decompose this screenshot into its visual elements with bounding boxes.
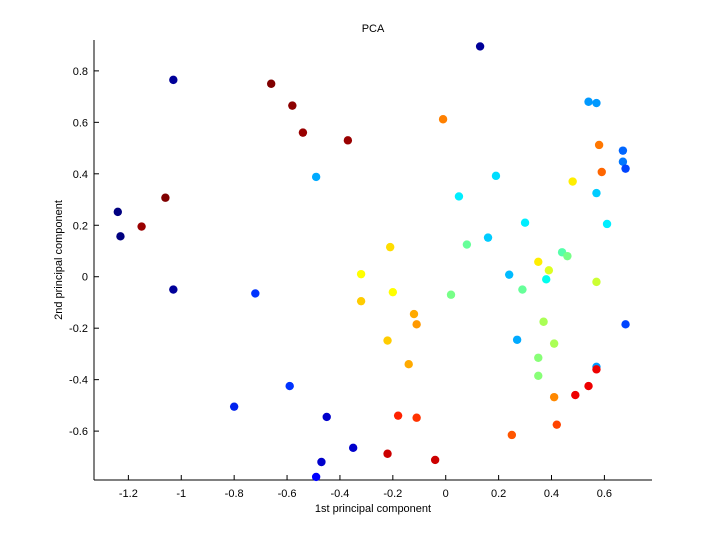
scatter-point <box>356 296 366 306</box>
scatter-point <box>475 42 485 51</box>
scatter-point <box>552 420 561 429</box>
y-tick-label: 0.2 <box>73 220 88 232</box>
scatter-point <box>298 128 308 137</box>
scatter-point <box>404 360 413 369</box>
scatter-point <box>113 207 123 217</box>
scatter-point <box>592 365 601 374</box>
scatter-point <box>383 336 392 345</box>
scatter-point <box>317 457 326 467</box>
y-tick-label: 0.6 <box>73 117 88 129</box>
scatter-point <box>430 455 440 465</box>
x-tick-label: -0.2 <box>383 488 402 500</box>
x-tick-label: 0.6 <box>597 488 612 500</box>
scatter-point <box>343 136 353 145</box>
chart-title: PCA <box>362 23 385 35</box>
scatter-point <box>534 257 543 267</box>
scatter-point <box>116 232 125 241</box>
y-tick-label: -0.2 <box>69 323 88 335</box>
scatter-point <box>483 233 493 242</box>
scatter-point <box>438 115 448 124</box>
scatter-point <box>549 392 559 402</box>
scatter-point <box>618 157 628 166</box>
scatter-point <box>618 146 628 155</box>
scatter-point <box>520 218 530 227</box>
scatter-point <box>549 339 559 348</box>
scatter-point <box>412 320 421 329</box>
x-tick-label: 0.4 <box>544 488 559 500</box>
scatter-point <box>169 285 178 294</box>
scatter-point <box>322 412 331 422</box>
scatter-point <box>285 381 294 391</box>
x-tick-label: -0.4 <box>330 488 349 500</box>
scatter-point <box>266 79 276 88</box>
x-tick-label: -1.2 <box>119 488 138 500</box>
y-tick-label: 0.8 <box>73 66 88 78</box>
scatter-point <box>512 335 522 344</box>
scatter-point <box>288 101 297 110</box>
scatter-point <box>539 317 548 326</box>
scatter-point <box>534 353 543 362</box>
scatter-point <box>592 277 601 287</box>
scatter-point <box>592 188 601 198</box>
scatter-point <box>602 219 612 229</box>
scatter-point <box>169 75 178 85</box>
y-tick-label: -0.6 <box>69 426 88 438</box>
scatter-point <box>621 164 630 173</box>
x-tick-label: 0.2 <box>491 488 506 500</box>
scatter-point <box>412 413 421 422</box>
scatter-point <box>393 411 403 420</box>
y-axis: -0.6 -0.4 -0.2 0 0.2 0.4 0.6 0.8 <box>69 40 99 480</box>
scatter-point <box>571 390 580 400</box>
scatter-point <box>229 402 239 411</box>
scatter-point <box>137 222 146 231</box>
x-axis: -1.2 -1 -0.8 -0.6 -0.4 -0.2 0 0.2 0.4 0.6 <box>94 475 652 500</box>
scatter-point <box>534 371 543 380</box>
scatter-point <box>584 381 593 391</box>
scatter-point <box>594 140 604 150</box>
plot-area <box>94 40 652 480</box>
scatter-point <box>563 251 572 261</box>
scatter-point <box>568 177 577 186</box>
scatter-point <box>311 472 321 482</box>
scatter-point <box>446 290 456 299</box>
scatter-point <box>311 172 321 182</box>
scatter-point <box>409 309 419 319</box>
scatter-point <box>385 242 395 252</box>
scatter-point <box>462 240 472 249</box>
scatter-point <box>504 270 514 279</box>
x-axis-label: 1st principal component <box>315 503 431 515</box>
scatter-point <box>584 97 593 106</box>
scatter-point <box>621 320 630 329</box>
scatter-point <box>544 266 554 275</box>
scatter-point <box>542 275 551 284</box>
x-tick-label: -0.8 <box>225 488 244 500</box>
y-axis-label: 2nd principal component <box>53 200 65 320</box>
x-tick-label: 0 <box>443 488 449 500</box>
scatter-point <box>592 98 601 108</box>
x-tick-label: -0.6 <box>278 488 297 500</box>
scatter-point <box>161 193 170 202</box>
scatter-point <box>597 167 606 177</box>
scatter-points <box>113 42 630 482</box>
scatter-point <box>348 443 358 453</box>
scatter-point <box>383 449 392 458</box>
scatter-point <box>251 289 260 298</box>
y-tick-label: 0 <box>82 272 88 284</box>
scatter-point <box>356 269 366 279</box>
scatter-point <box>388 287 398 297</box>
y-tick-label: -0.4 <box>69 375 88 387</box>
y-tick-label: 0.4 <box>73 169 88 181</box>
x-tick-label: -1 <box>176 488 186 500</box>
scatter-point <box>454 192 464 201</box>
scatter-point <box>491 171 501 181</box>
scatter-point <box>518 285 527 294</box>
scatter-point <box>507 430 517 440</box>
